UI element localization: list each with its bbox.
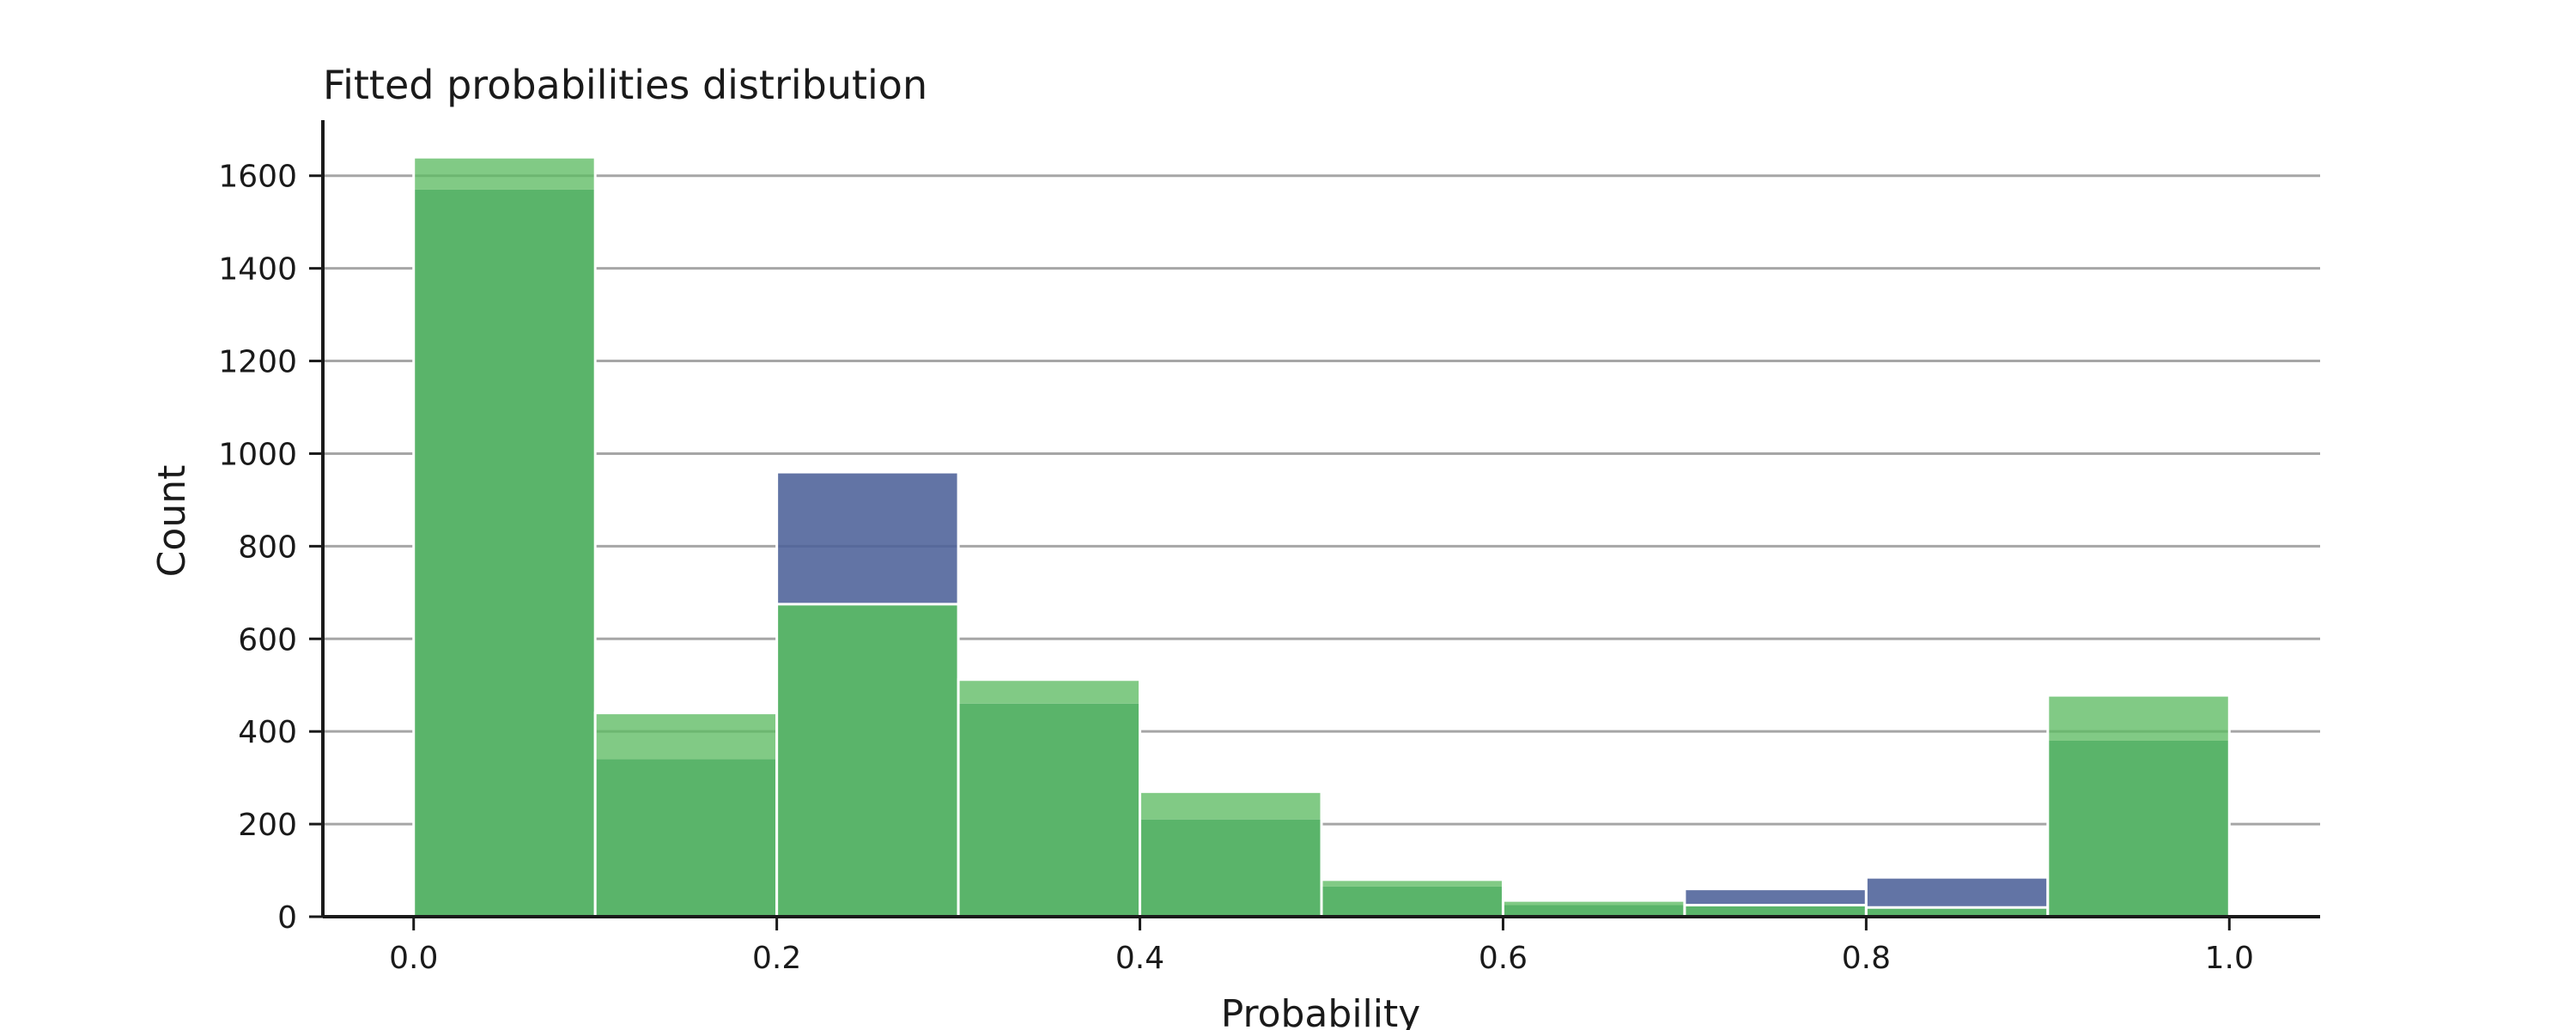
- histogram-bar-overlap: [595, 759, 777, 917]
- histogram-bar-upper: [1866, 877, 2048, 908]
- y-tick-label: 0: [277, 900, 297, 936]
- y-tick-label: 1200: [218, 345, 297, 380]
- axes: [309, 120, 2320, 930]
- histogram-bar-upper: [1684, 888, 1867, 906]
- y-tick-label: 1000: [218, 437, 297, 472]
- histogram-bar-upper: [1503, 900, 1685, 906]
- y-tick-label: 800: [238, 530, 297, 565]
- y-tick-label: 1400: [218, 252, 297, 288]
- histogram-bar-upper: [595, 712, 777, 760]
- histogram-bar-overlap: [1684, 905, 1867, 917]
- histogram-bars: [412, 155, 2231, 918]
- x-tick-label: 0.4: [1115, 941, 1164, 976]
- y-tick-label: 600: [238, 622, 297, 657]
- histogram-bar-overlap: [413, 189, 596, 917]
- histogram-bar-upper: [958, 679, 1140, 704]
- histogram-bar-upper: [1139, 791, 1321, 820]
- x-tick-label: 0.0: [389, 941, 438, 976]
- histogram-bar-overlap: [1866, 907, 2048, 917]
- histogram-bar-overlap: [776, 603, 959, 917]
- histogram-bar-upper: [776, 472, 959, 604]
- y-tick-label: 400: [238, 715, 297, 750]
- x-tick-label: 0.6: [1479, 941, 1528, 976]
- y-tick-label: 1600: [218, 160, 297, 195]
- histogram-bar-upper: [413, 157, 596, 190]
- chart-title: Fitted probabilities distribution: [323, 62, 927, 108]
- histogram-bar-upper: [1321, 879, 1504, 887]
- y-tick-label: 200: [238, 808, 297, 843]
- x-tick-label: 1.0: [2205, 941, 2254, 976]
- histogram-bar-upper: [2047, 695, 2230, 741]
- histogram-bar-overlap: [1321, 886, 1504, 917]
- y-axis-title: Count: [150, 465, 194, 578]
- tick-labels: 0 200 400 600 800 1000 1200 1400 1600 0.0 0.2 0.4 0.…: [218, 160, 2254, 976]
- histogram-bar-overlap: [958, 703, 1140, 917]
- x-tick-label: 0.2: [752, 941, 801, 976]
- histogram-bar-overlap: [2047, 740, 2230, 917]
- x-tick-label: 0.8: [1842, 941, 1891, 976]
- x-axis-title: Probability: [1221, 992, 1421, 1030]
- histogram-bar-overlap: [1503, 905, 1685, 917]
- histogram-bar-overlap: [1139, 819, 1321, 917]
